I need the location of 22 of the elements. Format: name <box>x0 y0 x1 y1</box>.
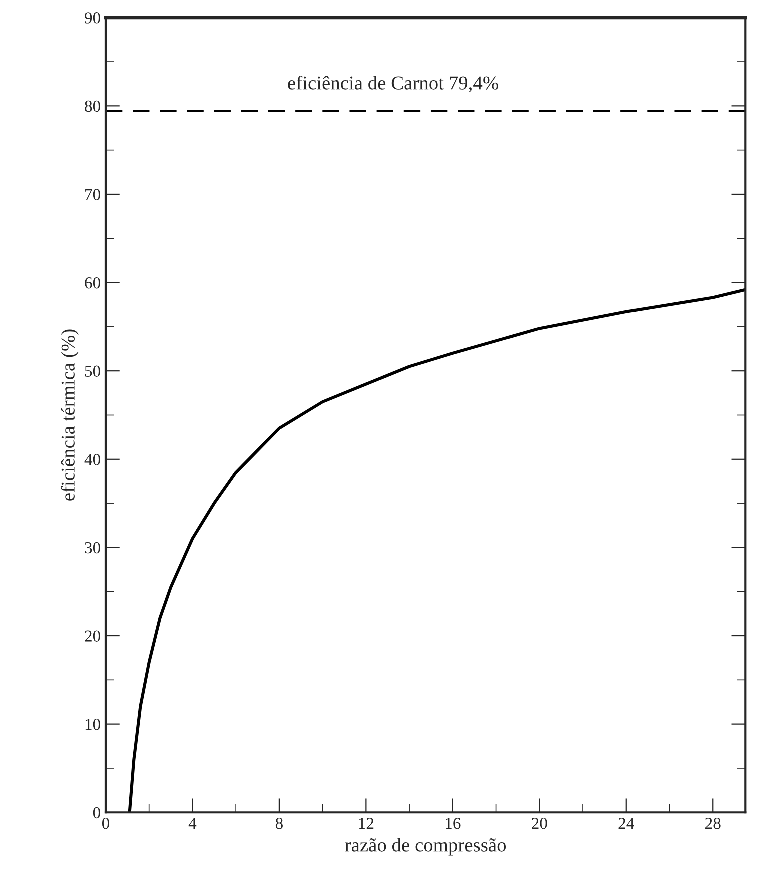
x-tick-label: 8 <box>276 818 283 830</box>
x-tick-label: 0 <box>102 818 110 830</box>
x-axis-title: razão de compressão <box>345 838 506 856</box>
y-tick-label: 20 <box>85 630 100 642</box>
x-tick-label: 28 <box>706 818 721 830</box>
y-tick-label: 40 <box>84 454 100 466</box>
line-series <box>128 288 746 813</box>
x-tick-label: 16 <box>446 818 461 830</box>
ref-line-label: eficiência de Carnot 79,4% <box>288 76 498 93</box>
y-tick-label: 50 <box>85 366 100 378</box>
x-tick-label: 24 <box>618 818 634 830</box>
y-tick-label: 30 <box>85 542 100 554</box>
y-tick-label: 90 <box>84 12 100 24</box>
y-tick-label: 60 <box>85 277 100 289</box>
x-tick-label: 12 <box>359 818 374 830</box>
y-tick-label: 80 <box>85 100 100 112</box>
y-tick-label: 10 <box>86 719 100 730</box>
x-tick-label: 4 <box>188 818 197 830</box>
y-axis-title: eficiência térmica (%) <box>61 330 79 501</box>
y-tick-label: 0 <box>93 807 100 819</box>
y-tick-label: 70 <box>86 189 100 200</box>
x-tick-label: 20 <box>532 818 548 830</box>
